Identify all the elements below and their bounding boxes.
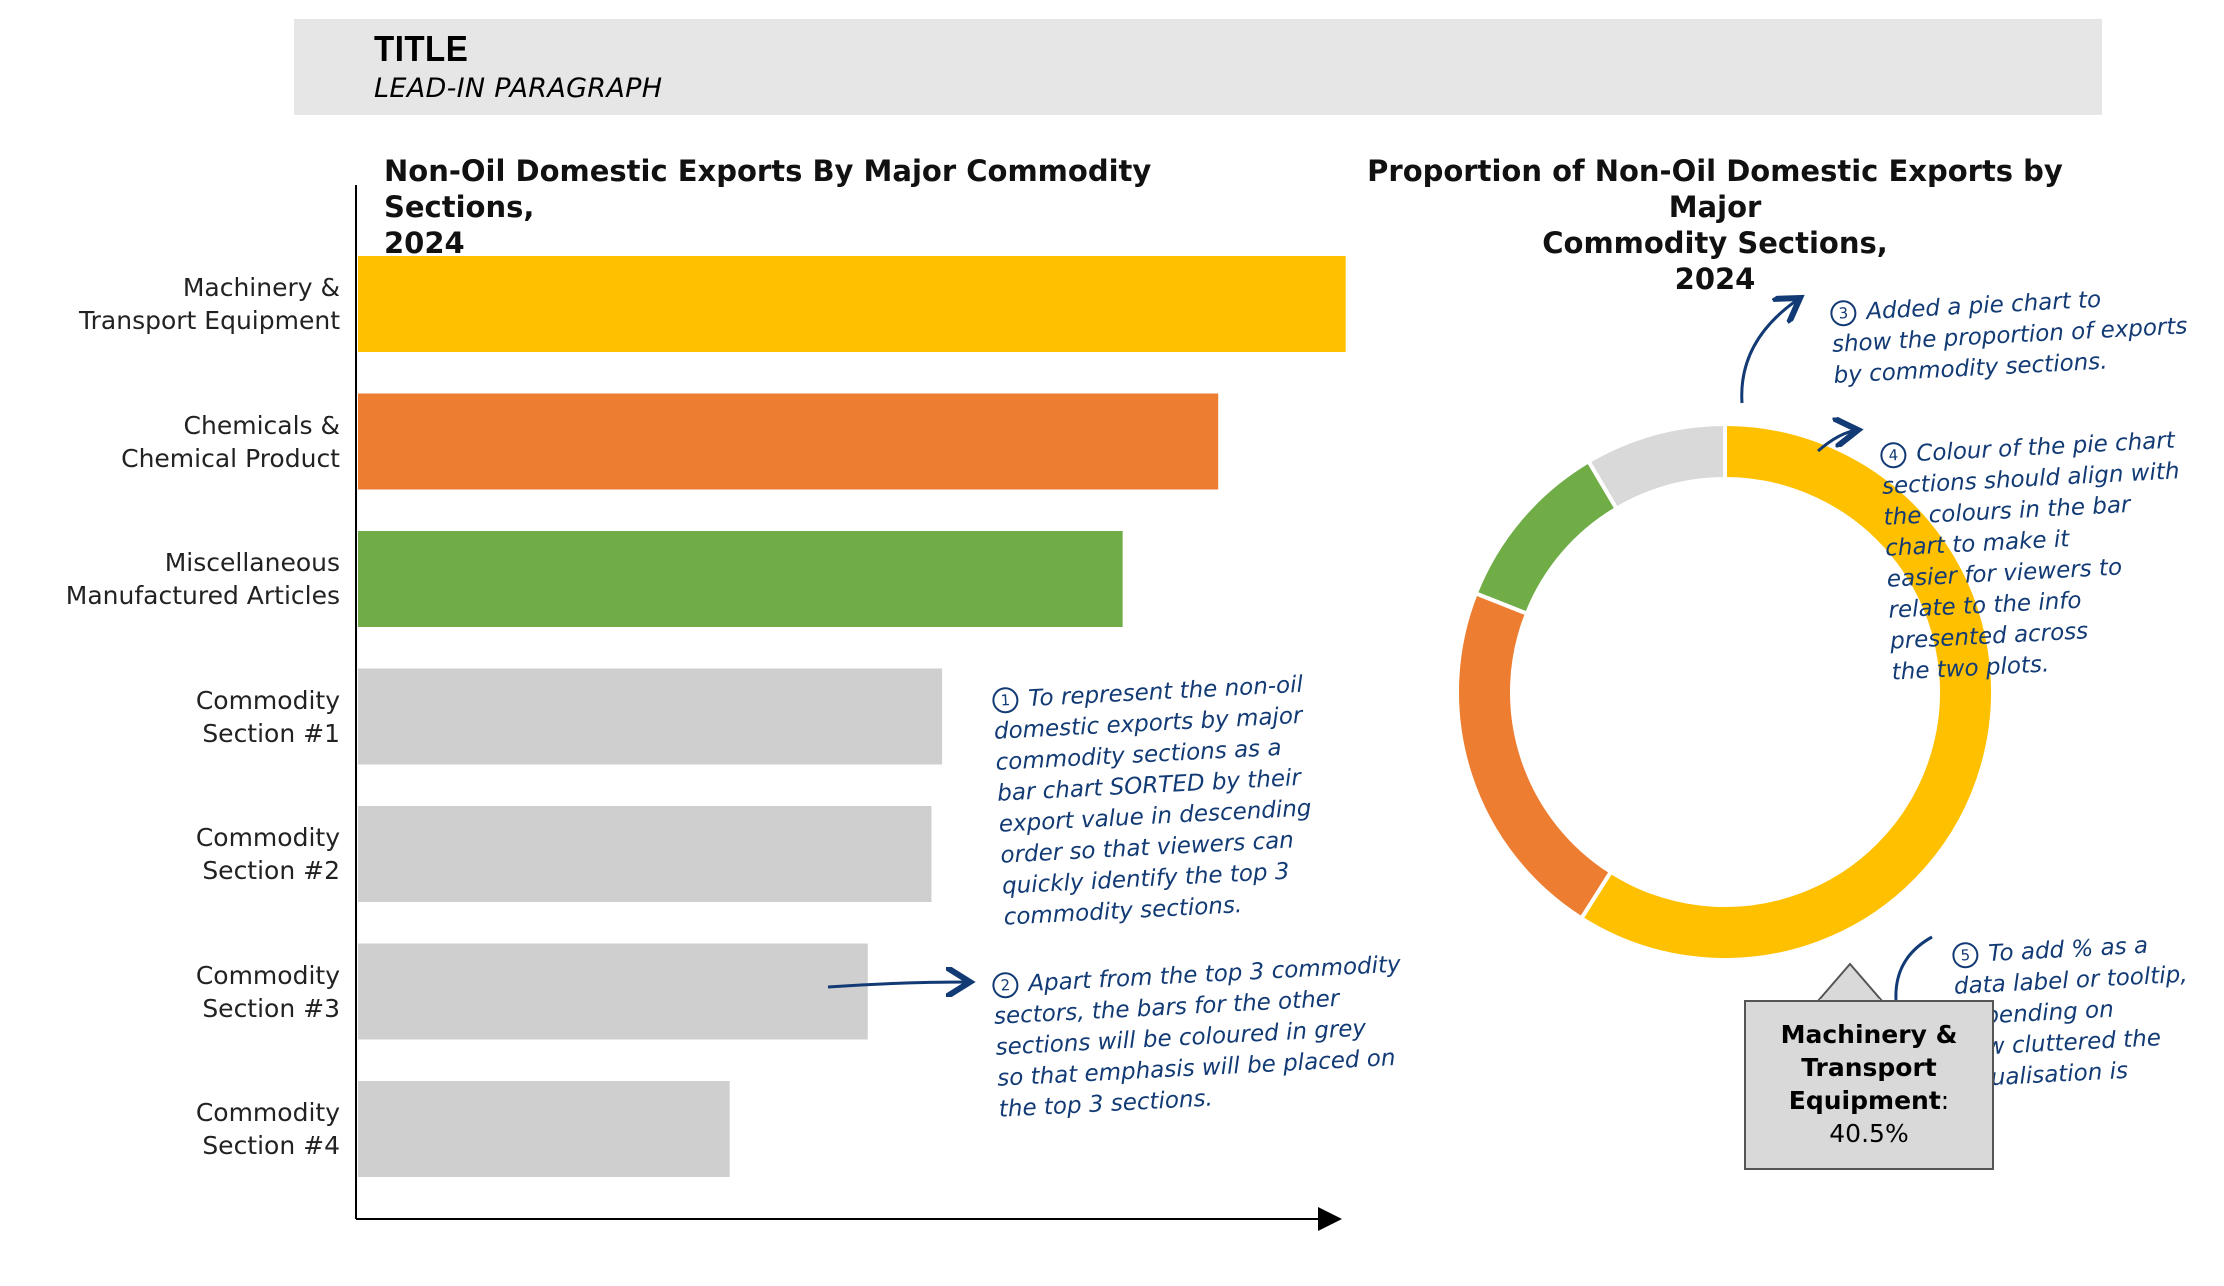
bar-category-label: Machinery & Transport Equipment — [10, 271, 340, 337]
bar-category-label-line: Commodity — [195, 823, 340, 852]
pie-chart-title: Proportion of Non-Oil Domestic Exports b… — [1340, 153, 2090, 297]
bar-1[interactable] — [358, 256, 1346, 352]
bar-category-label-line: Section #4 — [202, 1131, 340, 1160]
bar-chart-title-line: 2024 — [384, 226, 465, 260]
bar-chart-title: Non-Oil Domestic Exports By Major Commod… — [384, 153, 1244, 261]
bar-category-label-line: Manufactured Articles — [65, 581, 340, 610]
tooltip-name-suffix: : — [1940, 1086, 1950, 1115]
bar-category-label-line: Section #3 — [202, 993, 340, 1023]
bar-7[interactable] — [358, 1081, 730, 1177]
pie-chart-title-line: Commodity Sections, — [1542, 226, 1888, 260]
bar-3[interactable] — [358, 531, 1123, 627]
bar-category-label-line: Commodity — [195, 685, 340, 715]
bar-category-labels: Machinery & Transport Equipment Chemicals … — [10, 0, 340, 1286]
note-number-badge: 3 — [1829, 299, 1858, 327]
bar-category-label-line: Chemical Product — [121, 443, 340, 473]
donut-chart — [1455, 421, 1995, 962]
tooltip-name-line: Machinery & — [1780, 1020, 1958, 1049]
annotation-note-4: 4 Colour of the pie chart sections should… — [1878, 394, 2190, 688]
bar-category-label-line: Commodity — [195, 960, 340, 990]
note-text: Apart from the top 3 commodity sectors, … — [993, 951, 1402, 1123]
bar-category-label: Miscellaneous Manufactured Articles — [10, 546, 340, 612]
donut-slice-1[interactable] — [1578, 421, 1995, 962]
tooltip-pointer — [1815, 962, 1885, 1002]
note-text: To represent the non-oil domestic export… — [993, 671, 1313, 931]
annotation-note-1: 1 To represent the non-oil domestic expor… — [990, 639, 1317, 934]
lead-in-paragraph: LEAD-IN PARAGRAPH — [374, 73, 663, 104]
pie-chart-title-line: 2024 — [1674, 262, 1756, 296]
bar-category-label-line: Section #1 — [202, 718, 340, 748]
bar-category-label-line: Transport Equipment — [79, 306, 340, 335]
bar-4[interactable] — [358, 668, 943, 765]
note-text: Colour of the pie chart sections should … — [1881, 427, 2181, 686]
bar-category-label-line: Section #2 — [202, 856, 340, 885]
note-4-arrow — [1817, 430, 1858, 453]
bars-group — [358, 256, 1346, 1177]
bar-category-label: Commodity Section #4 — [10, 1096, 340, 1162]
bar-5[interactable] — [358, 806, 932, 902]
bar-category-label-line: Chemicals & — [183, 410, 340, 440]
note-number-badge: 5 — [1951, 941, 1980, 969]
donut-slice-4[interactable] — [1585, 421, 1727, 512]
tooltip-slice-value: 40.5% — [1829, 1119, 1909, 1148]
note-number-badge: 1 — [991, 686, 1020, 714]
note-3-arrow — [1740, 298, 1800, 404]
bar-category-label: Commodity Section #2 — [10, 821, 340, 887]
bar-category-label-line: Commodity — [195, 1098, 340, 1127]
tooltip-slice-name: Machinery & Transport Equipment: — [1746, 1018, 1992, 1117]
note-text: Added a pie chart to show the proportion… — [1831, 286, 2189, 389]
annotation-note-2: 2 Apart from the top 3 commodity sectors,… — [990, 919, 1408, 1126]
bar-category-label: Commodity Section #3 — [10, 959, 340, 1025]
pie-chart-title-line: Proportion of Non-Oil Domestic Exports b… — [1367, 154, 2063, 224]
bar-6[interactable] — [358, 943, 868, 1040]
bar-chart-title-line: Non-Oil Domestic Exports By Major Commod… — [384, 154, 1152, 224]
bar-category-label-line: Machinery & — [182, 273, 340, 302]
note-2-arrow — [827, 982, 970, 987]
annotation-note-3: 3 Added a pie chart to show the proportio… — [1828, 249, 2190, 391]
donut-slice-3[interactable] — [1473, 458, 1620, 617]
bar-category-label: Chemicals & Chemical Product — [10, 409, 340, 475]
bar-category-label-line: Miscellaneous — [164, 548, 340, 577]
note-number-badge: 4 — [1879, 441, 1908, 469]
header-bar: TITLE LEAD-IN PARAGRAPH — [294, 19, 2102, 115]
note-5-arrow — [1894, 935, 1933, 1001]
pie-tooltip: Machinery & Transport Equipment: 40.5% — [1744, 1000, 1994, 1170]
page-title: TITLE — [374, 28, 469, 69]
note-number-badge: 2 — [991, 971, 1020, 999]
bar-category-label: Commodity Section #1 — [10, 684, 340, 750]
tooltip-name-line: Transport — [1801, 1053, 1937, 1082]
donut-slice-2[interactable] — [1455, 590, 1614, 922]
bar-2[interactable] — [358, 393, 1219, 490]
tooltip-name-line: Equipment: — [1788, 1086, 1950, 1115]
